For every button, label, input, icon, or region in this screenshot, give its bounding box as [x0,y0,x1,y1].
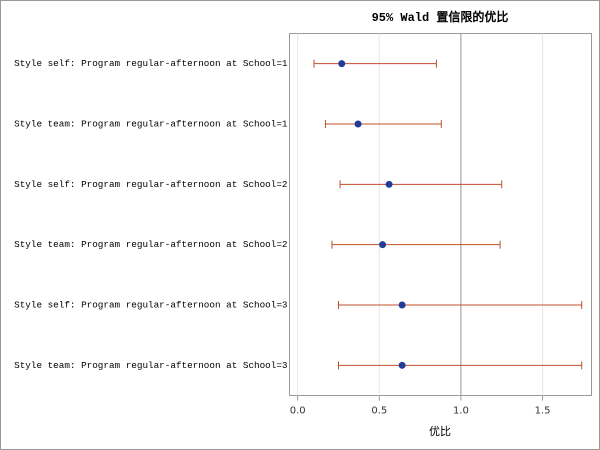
point-estimate [379,241,387,249]
point-estimate [398,361,406,369]
x-tick-label: 1.5 [535,406,551,417]
y-tick-label: Style self: Program regular-afternoon at… [14,179,287,190]
x-tick-label: 1.0 [453,406,469,417]
y-tick-label: Style self: Program regular-afternoon at… [14,58,288,69]
y-tick-label: Style team: Program regular-afternoon at… [14,239,287,250]
x-tick-label: 0.0 [290,406,306,417]
x-axis-label: 优比 [429,425,451,438]
y-tick-label: Style team: Program regular-afternoon at… [14,118,288,129]
point-estimate [385,180,393,188]
y-tick-label: Style self: Program regular-afternoon at… [14,299,287,310]
point-estimate [338,60,346,68]
chart-title: 95% Wald 置信限的优比 [372,9,509,25]
x-tick-label: 0.5 [371,406,387,417]
point-estimate [354,120,362,128]
point-estimate [398,301,406,309]
plot-area [289,33,592,396]
y-tick-label: Style team: Program regular-afternoon at… [14,360,287,371]
